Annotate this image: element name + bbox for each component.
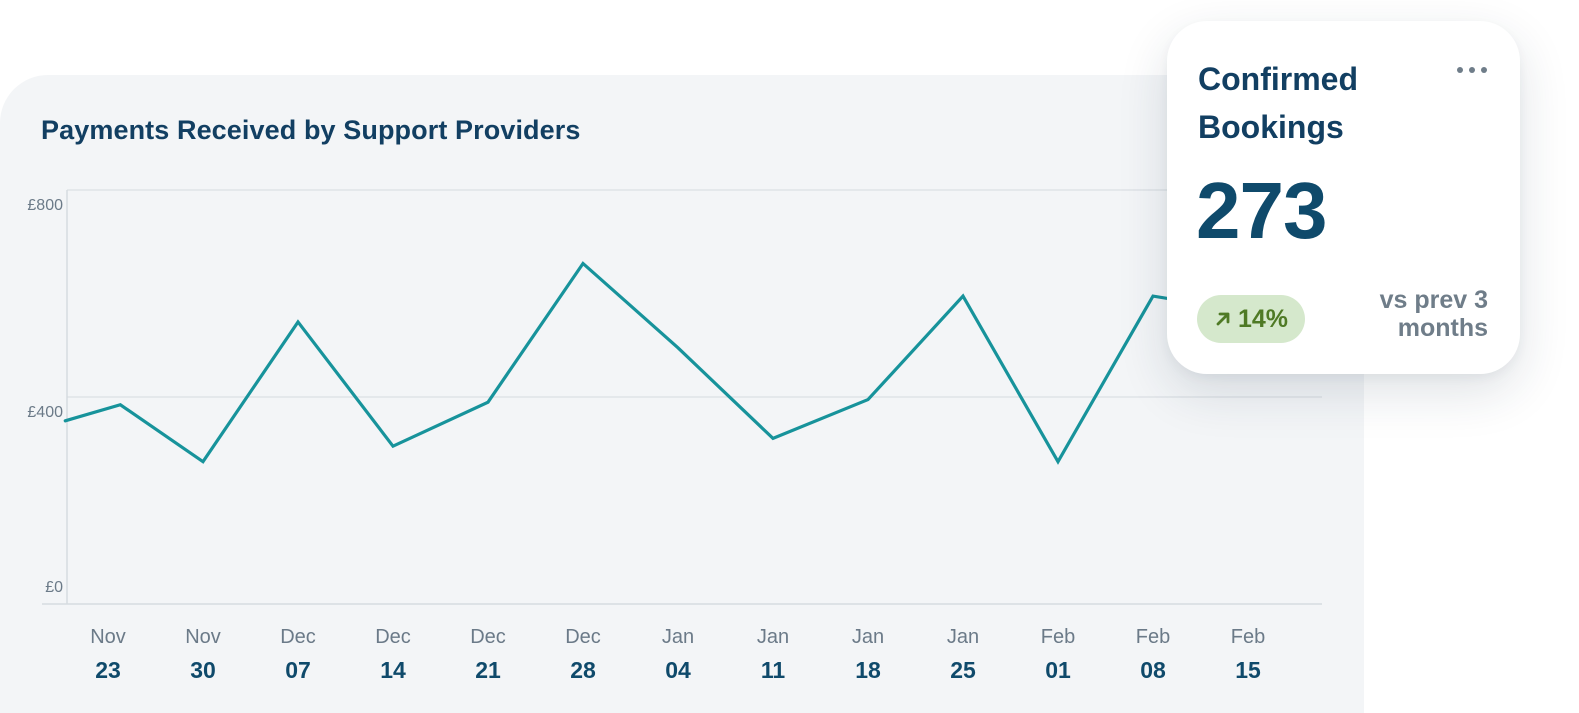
x-tick-day-7: 11 <box>761 657 786 683</box>
arrow-up-right-icon <box>1216 312 1230 326</box>
y-tick-label-0: £0 <box>45 579 63 596</box>
x-tick-month-6: Jan <box>662 626 694 648</box>
x-tick-month-9: Jan <box>947 626 979 648</box>
x-tick-day-11: 08 <box>1140 657 1166 683</box>
x-tick-day-3: 14 <box>380 657 406 683</box>
kpi-value: 273 <box>1196 166 1327 255</box>
x-tick-day-8: 18 <box>855 657 881 683</box>
change-badge: 14% <box>1197 295 1305 343</box>
payments-chart-card: Payments Received by Support Providers <box>0 75 1364 713</box>
kpi-title: Confirmed Bookings <box>1198 61 1358 145</box>
series-line-0 <box>63 261 1203 465</box>
x-tick-day-9: 25 <box>950 657 976 683</box>
x-tick-month-8: Jan <box>852 626 884 648</box>
x-tick-month-12: Feb <box>1231 626 1265 648</box>
comparison-label: vs prev 3 months <box>1379 286 1488 342</box>
x-tick-month-10: Feb <box>1041 626 1075 648</box>
x-tick-month-5: Dec <box>565 626 601 648</box>
x-tick-month-4: Dec <box>470 626 506 648</box>
x-tick-day-2: 07 <box>285 657 311 683</box>
x-tick-month-0: Nov <box>90 626 126 648</box>
confirmed-bookings-card: Confirmed Bookings 273 14% vs prev 3 mon… <box>1167 21 1520 374</box>
x-tick-day-5: 28 <box>570 657 596 683</box>
x-tick-month-11: Feb <box>1136 626 1170 648</box>
y-tick-label-2: £800 <box>27 197 63 214</box>
x-tick-day-1: 30 <box>190 657 216 683</box>
x-tick-day-0: 23 <box>95 657 121 683</box>
x-tick-month-2: Dec <box>280 626 316 648</box>
x-tick-day-10: 01 <box>1045 657 1071 683</box>
more-horizontal-icon[interactable] <box>1454 63 1490 77</box>
x-tick-day-12: 15 <box>1235 657 1261 683</box>
x-tick-month-7: Jan <box>757 626 789 648</box>
x-tick-day-4: 21 <box>475 657 501 683</box>
y-tick-label-1: £400 <box>27 404 63 421</box>
x-tick-month-3: Dec <box>375 626 411 648</box>
x-tick-day-6: 04 <box>665 657 691 683</box>
change-value: 14% <box>1237 304 1289 333</box>
x-tick-month-1: Nov <box>185 626 221 648</box>
chart-title: Payments Received by Support Providers <box>41 115 581 145</box>
